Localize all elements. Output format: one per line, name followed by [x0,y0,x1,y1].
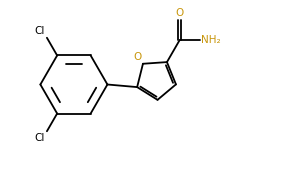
Text: O: O [176,8,184,18]
Text: O: O [133,52,141,62]
Text: NH₂: NH₂ [201,35,221,45]
Text: Cl: Cl [34,26,45,36]
Text: Cl: Cl [34,133,45,143]
